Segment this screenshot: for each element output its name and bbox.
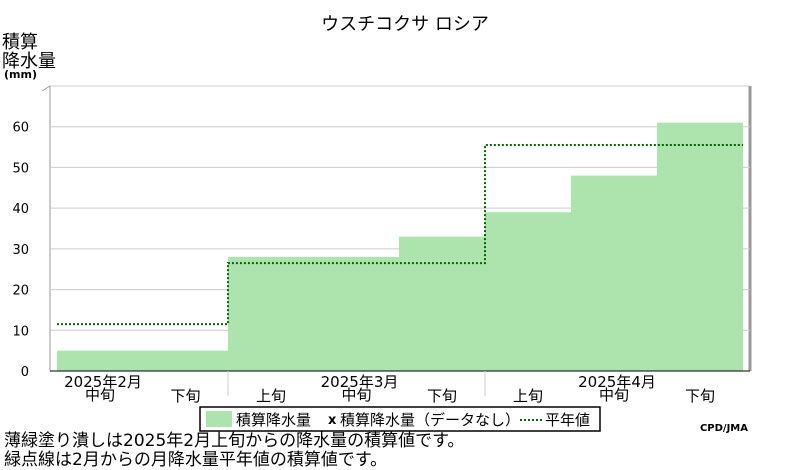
legend-normal-label: 平年値 <box>545 411 590 429</box>
note-fill-description: 薄緑塗り潰しは2025年2月上旬からの降水量の積算値です。 <box>4 431 465 451</box>
credit-text: CPD/JMA <box>700 423 748 434</box>
legend: 積算降水量 x 積算降水量（データなし） 平年値 <box>199 406 601 432</box>
note-line-description: 緑点線は2月からの月降水量平年値の積算値です。 <box>4 450 388 470</box>
x-tick-period-3: 中旬 <box>341 386 371 404</box>
plot-frame-left <box>41 85 51 371</box>
axes <box>50 370 750 396</box>
chart-title: ウスチコクサ ロシア <box>321 14 489 35</box>
y-tick-labels: 0 10 20 30 40 50 60 <box>12 121 29 380</box>
y-tick-label-0: 0 <box>21 365 29 380</box>
legend-fill-label: 積算降水量 <box>236 411 311 429</box>
cumulative-bar-5 <box>485 212 571 371</box>
x-tick-labels: 中旬 下旬 上旬 中旬 下旬 上旬 中旬 下旬 2025年2月 2025年3月 2025年4月 <box>64 373 715 405</box>
x-tick-period-4: 下旬 <box>427 387 457 405</box>
legend-missing-marker: x <box>328 413 337 428</box>
x-tick-period-1: 下旬 <box>170 387 200 405</box>
x-tick-month-1: 2025年3月 <box>321 373 399 391</box>
x-tick-period-6: 中旬 <box>599 386 629 404</box>
x-tick-period-5: 上旬 <box>513 387 543 405</box>
y-tick-label-30: 30 <box>12 243 29 258</box>
y-axis-label-line-1: 積算 <box>2 32 38 53</box>
y-axis-label-unit: (mm) <box>4 68 37 81</box>
x-tick-period-7: 下旬 <box>685 387 715 405</box>
x-tick-period-2: 上旬 <box>256 387 286 405</box>
normal-cumulative-path <box>57 144 743 326</box>
normal-cumulative-line <box>57 144 743 326</box>
cumulative-bar-2 <box>228 257 314 371</box>
x-tick-month-0: 2025年2月 <box>64 373 142 391</box>
y-tick-label-20: 20 <box>12 284 29 299</box>
x-tick-month-2: 2025年4月 <box>578 373 656 391</box>
legend-missing-label: 積算降水量（データなし） <box>340 411 520 429</box>
cumulative-bar-1 <box>143 350 228 371</box>
cumulative-bar-4 <box>399 236 485 371</box>
cumulative-bar-3 <box>314 257 399 371</box>
y-axis-label-line-2: 降水量 <box>2 51 56 72</box>
y-tick-label-10: 10 <box>12 324 29 339</box>
x-tick-period-0: 中旬 <box>85 386 115 404</box>
cumulative-bar-6 <box>571 175 657 371</box>
y-tick-label-50: 50 <box>12 161 29 176</box>
y-tick-label-60: 60 <box>12 121 29 136</box>
cumulative-bar-0 <box>57 350 143 371</box>
legend-fill-swatch <box>206 411 232 427</box>
cumulative-bar-7 <box>657 122 743 372</box>
cumulative-precip-area <box>57 122 743 372</box>
y-tick-label-40: 40 <box>12 202 29 217</box>
